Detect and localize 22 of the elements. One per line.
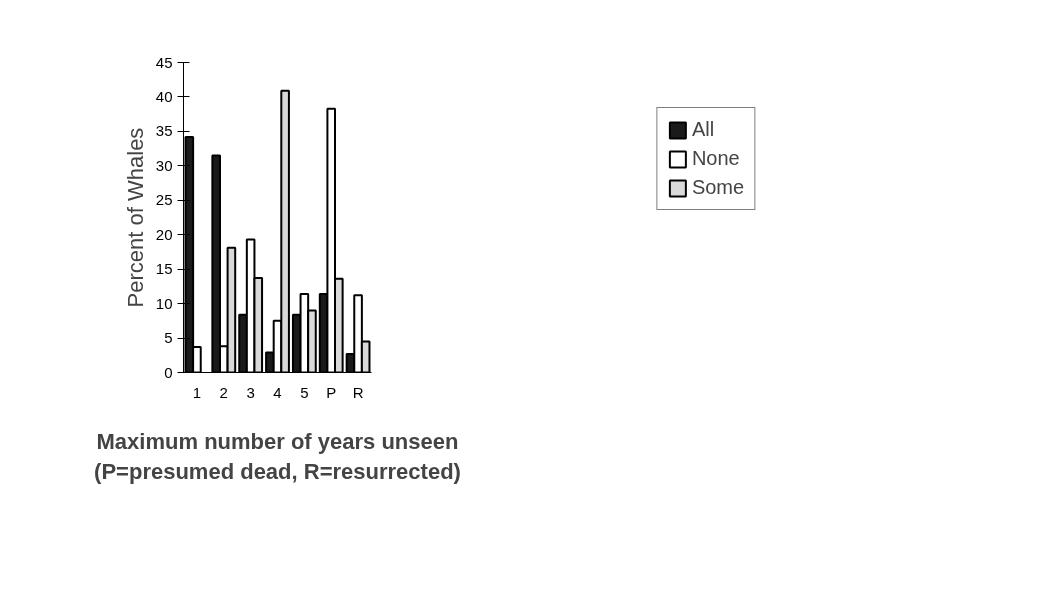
x-axis-title: Maximum number of years unseen (P=presumed dead, R=resurrected) xyxy=(94,428,461,484)
x-tick-label: 2 xyxy=(219,383,228,401)
x-tick-label: 5 xyxy=(300,383,309,401)
y-tick-label: 10 xyxy=(155,294,173,312)
y-tick-label: 45 xyxy=(155,53,173,71)
y-tick-label: 0 xyxy=(164,363,173,381)
y-tick-label: 30 xyxy=(155,156,173,174)
y-tick-label: 5 xyxy=(164,329,173,347)
legend-label: None xyxy=(691,147,740,170)
y-axis-title: Percent of Whales xyxy=(122,127,148,308)
x-tick-label: 4 xyxy=(273,383,282,401)
y-tick-label: 15 xyxy=(155,260,173,278)
legend-label: Some xyxy=(691,176,745,199)
y-tick-label: 35 xyxy=(155,122,173,140)
x-tick-label: R xyxy=(352,383,364,401)
x-tick-label: P xyxy=(326,383,337,401)
y-tick-label: 25 xyxy=(155,191,173,209)
x-tick-label: 1 xyxy=(192,383,202,401)
legend-label: All xyxy=(691,118,715,141)
y-tick-label: 20 xyxy=(155,225,173,243)
y-tick-label: 40 xyxy=(155,87,173,105)
x-tick-label: 3 xyxy=(246,383,255,401)
